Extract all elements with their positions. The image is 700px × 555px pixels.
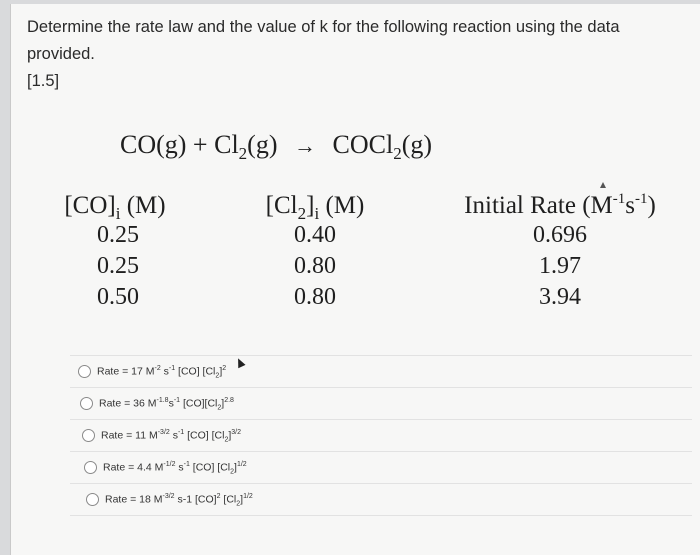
- column-header-co: [CO]i (M): [64, 192, 166, 223]
- option-label: Rate = 4.4 M-1/2 s-1 [CO] [Cl2]1/2: [103, 461, 247, 476]
- question-card: [10, 4, 700, 555]
- table-cell: 1.97: [539, 253, 581, 279]
- option-label: Rate = 11 M-3/2 s-1 [CO] [Cl2]3/2: [101, 429, 242, 444]
- radio-button[interactable]: [82, 429, 95, 442]
- radio-button[interactable]: [80, 397, 93, 410]
- answer-options: Rate = 17 M-2 s-1 [CO] [Cl2]2 Rate = 36 …: [70, 355, 692, 516]
- answer-option[interactable]: Rate = 4.4 M-1/2 s-1 [CO] [Cl2]1/2: [70, 451, 692, 483]
- radio-button[interactable]: [86, 493, 99, 506]
- data-column-co: [CO]i (M) 0.25 0.25 0.50: [50, 192, 180, 313]
- question-text: Determine the rate law and the value of …: [27, 18, 620, 63]
- option-label: Rate = 17 M-2 s-1 [CO] [Cl2]2: [97, 365, 227, 380]
- table-cell: 0.25: [97, 253, 139, 279]
- table-cell: 0.40: [294, 222, 336, 248]
- question-points: [1.5]: [27, 72, 60, 90]
- reaction-equation: CO(g) + Cl2(g) → COCl2(g): [120, 130, 433, 163]
- radio-button[interactable]: [78, 365, 91, 378]
- table-cell: 0.696: [533, 222, 587, 248]
- answer-option[interactable]: Rate = 17 M-2 s-1 [CO] [Cl2]2: [70, 355, 692, 387]
- radio-button[interactable]: [84, 461, 97, 474]
- data-column-rate: Initial Rate (M-1s-1) 0.696 1.97 3.94: [440, 191, 680, 313]
- option-label: Rate = 18 M-3/2 s-1 [CO]2 [Cl2]1/2: [105, 493, 253, 508]
- table-cell: 0.80: [294, 253, 336, 279]
- reaction-arrow: →: [294, 133, 316, 158]
- column-header-cl2: [Cl2]i (M): [265, 192, 365, 223]
- option-label: Rate = 36 M-1.8s-1 [CO][Cl2]2.8: [99, 397, 234, 412]
- question-prompt: Determine the rate law and the value of …: [27, 14, 687, 95]
- answer-option[interactable]: Rate = 11 M-3/2 s-1 [CO] [Cl2]3/2: [70, 419, 692, 451]
- answer-option[interactable]: Rate = 36 M-1.8s-1 [CO][Cl2]2.8: [70, 387, 692, 419]
- column-header-rate: Initial Rate (M-1s-1): [464, 191, 656, 219]
- table-cell: 0.80: [294, 284, 336, 310]
- table-cell: 0.50: [97, 284, 139, 310]
- table-cell: 0.25: [97, 222, 139, 248]
- reactants: CO(g) + Cl2(g): [120, 130, 278, 163]
- table-cell: 3.94: [539, 284, 581, 310]
- products: COCl2(g): [332, 130, 433, 163]
- answer-option[interactable]: Rate = 18 M-3/2 s-1 [CO]2 [Cl2]1/2: [70, 483, 692, 516]
- data-column-cl2: [Cl2]i (M) 0.40 0.80 0.80: [250, 192, 380, 313]
- pointer-marker-icon: [600, 182, 606, 188]
